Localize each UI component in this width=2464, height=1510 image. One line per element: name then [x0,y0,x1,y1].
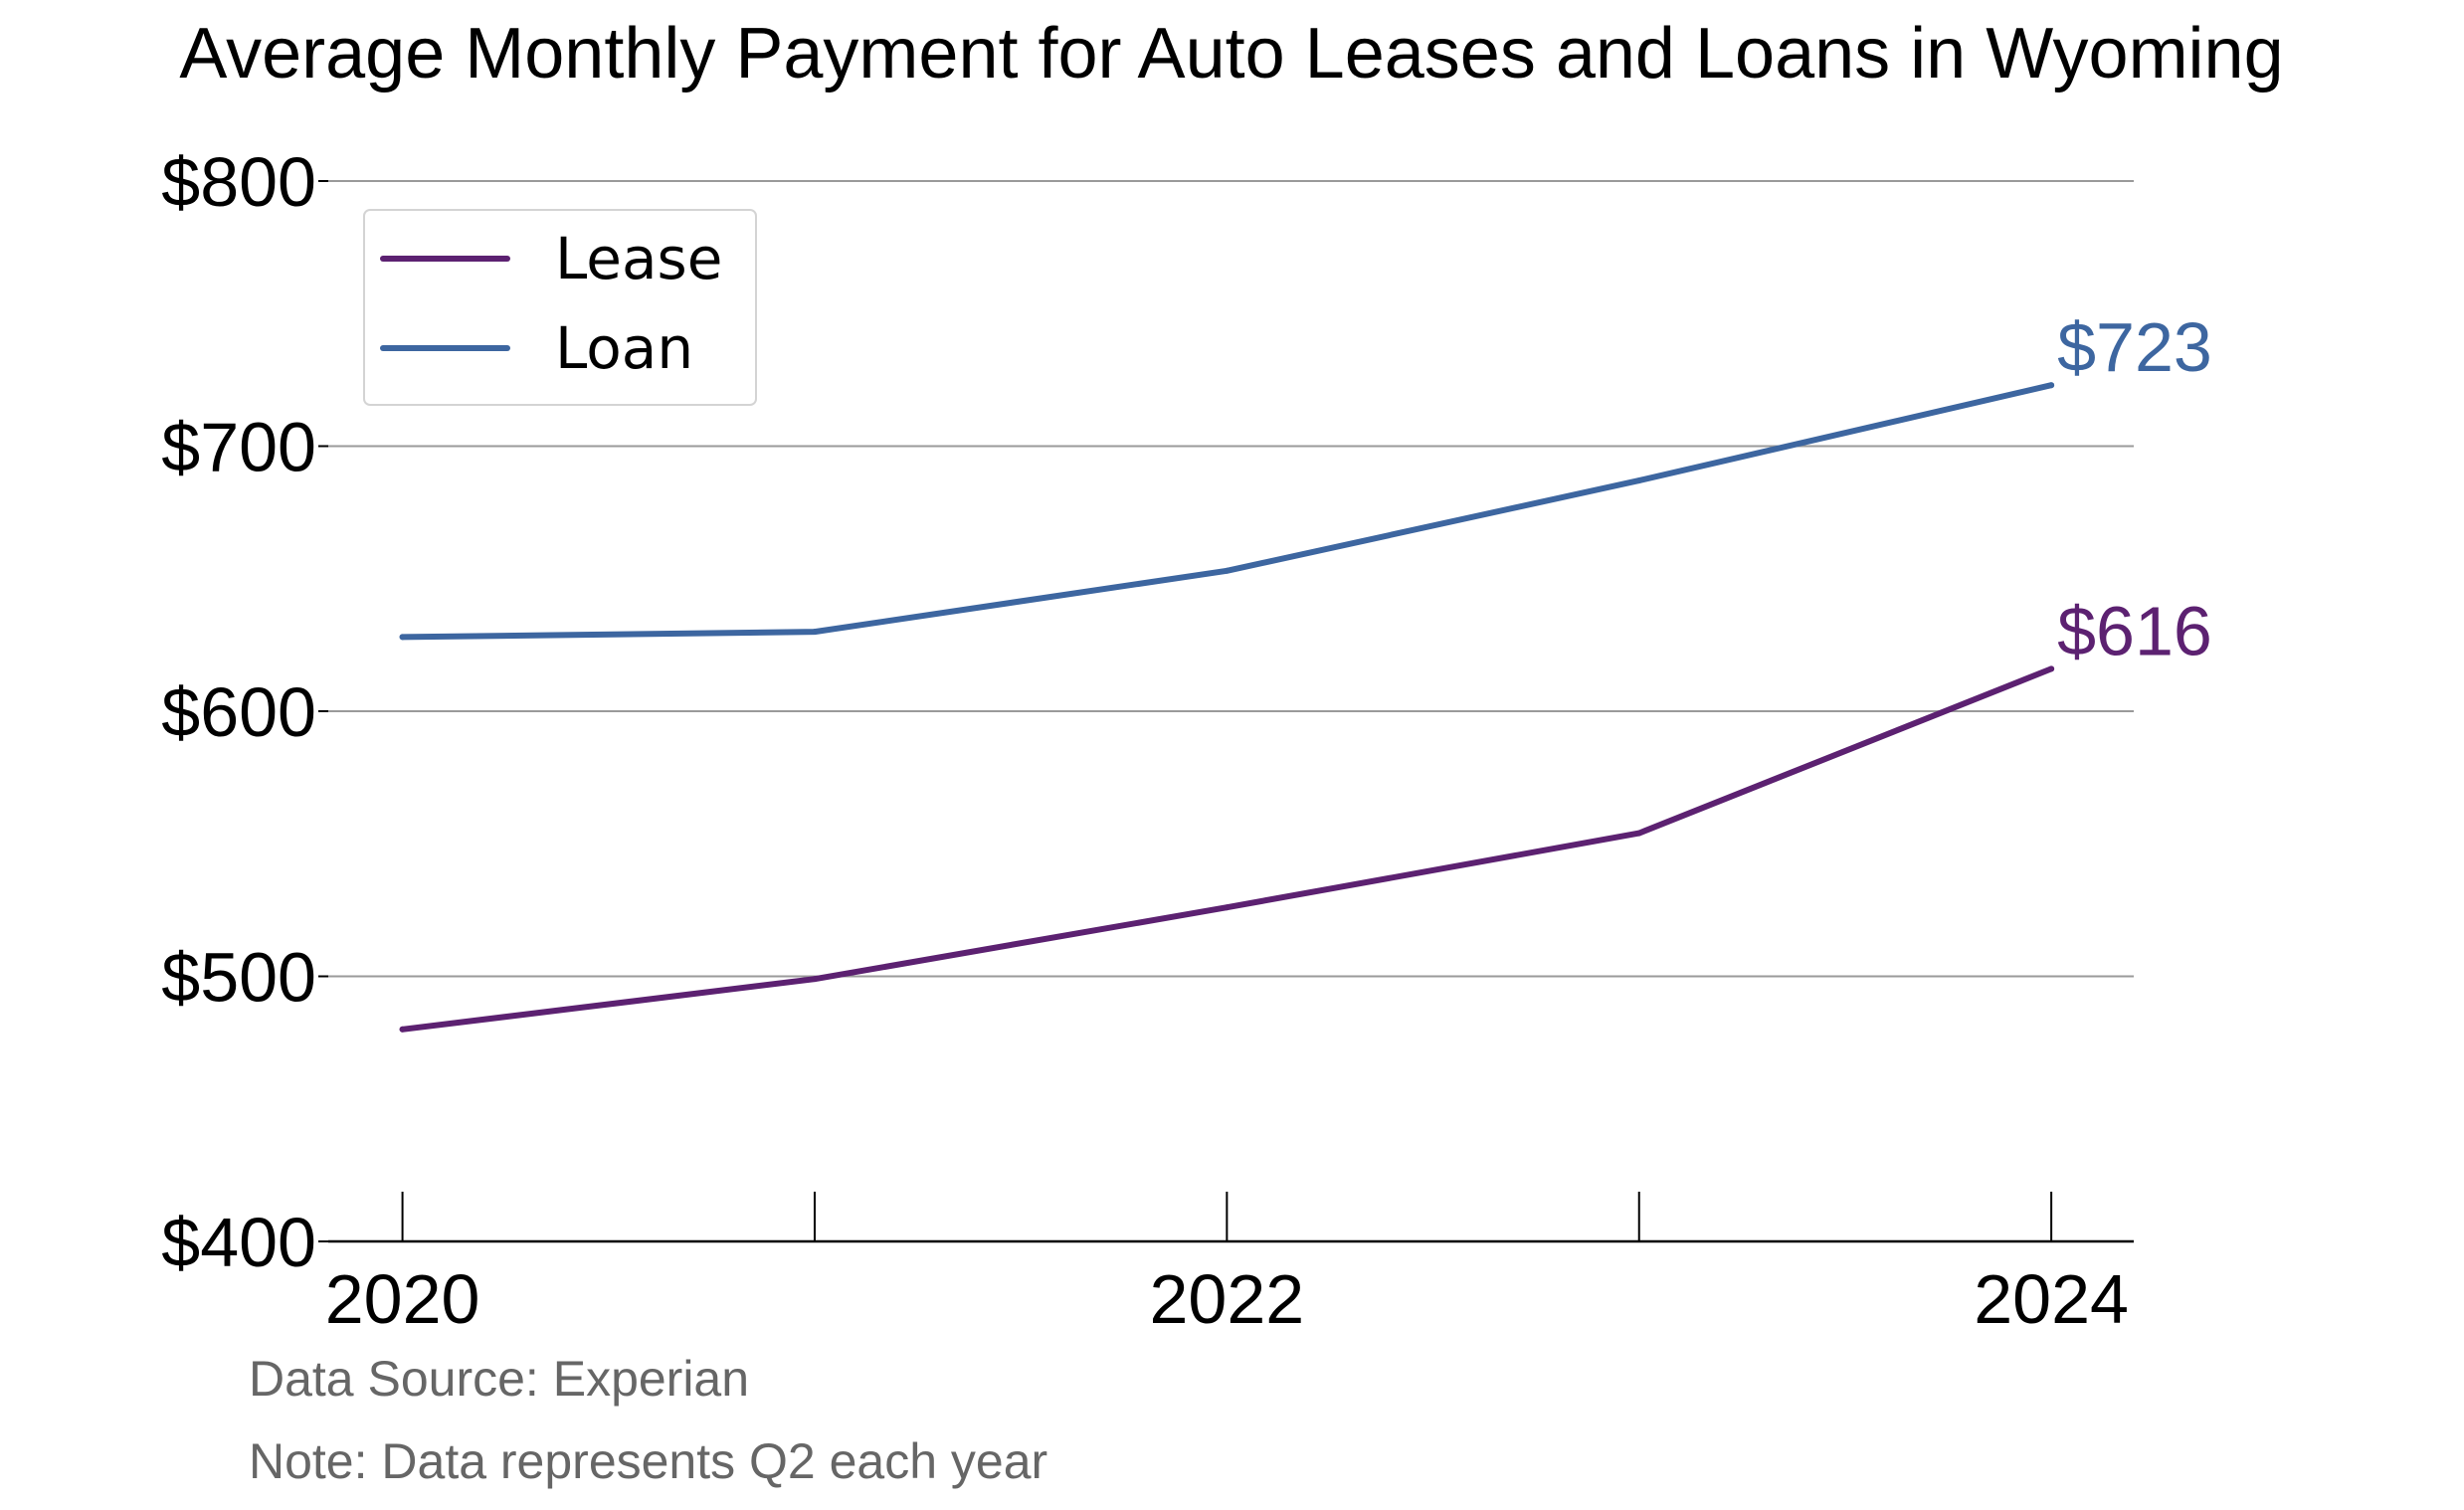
axes: $400 $500 $600 $700 $800 2020 2022 2024 [161,143,2134,1338]
data-point-loan-2022 [1224,567,1231,574]
x-tick-label-2020: 2020 [325,1260,480,1338]
end-label-loan: $723 [2057,308,2212,386]
gridlines [328,180,2134,978]
x-tick-label-2022: 2022 [1149,1260,1304,1338]
data-point-loan-2024 [2048,382,2055,389]
legend-label-lease: Lease [555,225,722,292]
data-point-loan-2020 [399,634,406,641]
x-tick-label-2024: 2024 [1974,1260,2129,1338]
end-label-lease: $616 [2057,592,2212,669]
data-point-lease-2021 [811,976,818,983]
data-point-lease-2022 [1224,904,1231,911]
y-tick-label-800: $800 [161,143,316,221]
y-tick-label-400: $400 [161,1204,316,1281]
series-line-loan [399,382,2055,641]
end-labels: $616 $723 [2057,308,2212,669]
data-point-lease-2020 [399,1026,406,1033]
y-tick-label-500: $500 [161,939,316,1017]
series-lines [399,382,2055,1033]
y-tick-label-700: $700 [161,409,316,486]
legend: Lease Loan [363,209,757,406]
chart-title: Average Monthly Payment for Auto Leases … [179,14,2283,94]
data-point-lease-2024 [2048,665,2055,672]
y-tick-label-600: $600 [161,673,316,751]
source-note: Data Source: Experian [249,1351,749,1407]
series-line-lease [399,665,2055,1033]
data-point-loan-2021 [811,629,818,636]
data-point-loan-2023 [1635,477,1642,484]
data-point-lease-2023 [1635,830,1642,837]
footnote: Note: Data represents Q2 each year [249,1433,1047,1489]
legend-label-loan: Loan [555,314,693,382]
